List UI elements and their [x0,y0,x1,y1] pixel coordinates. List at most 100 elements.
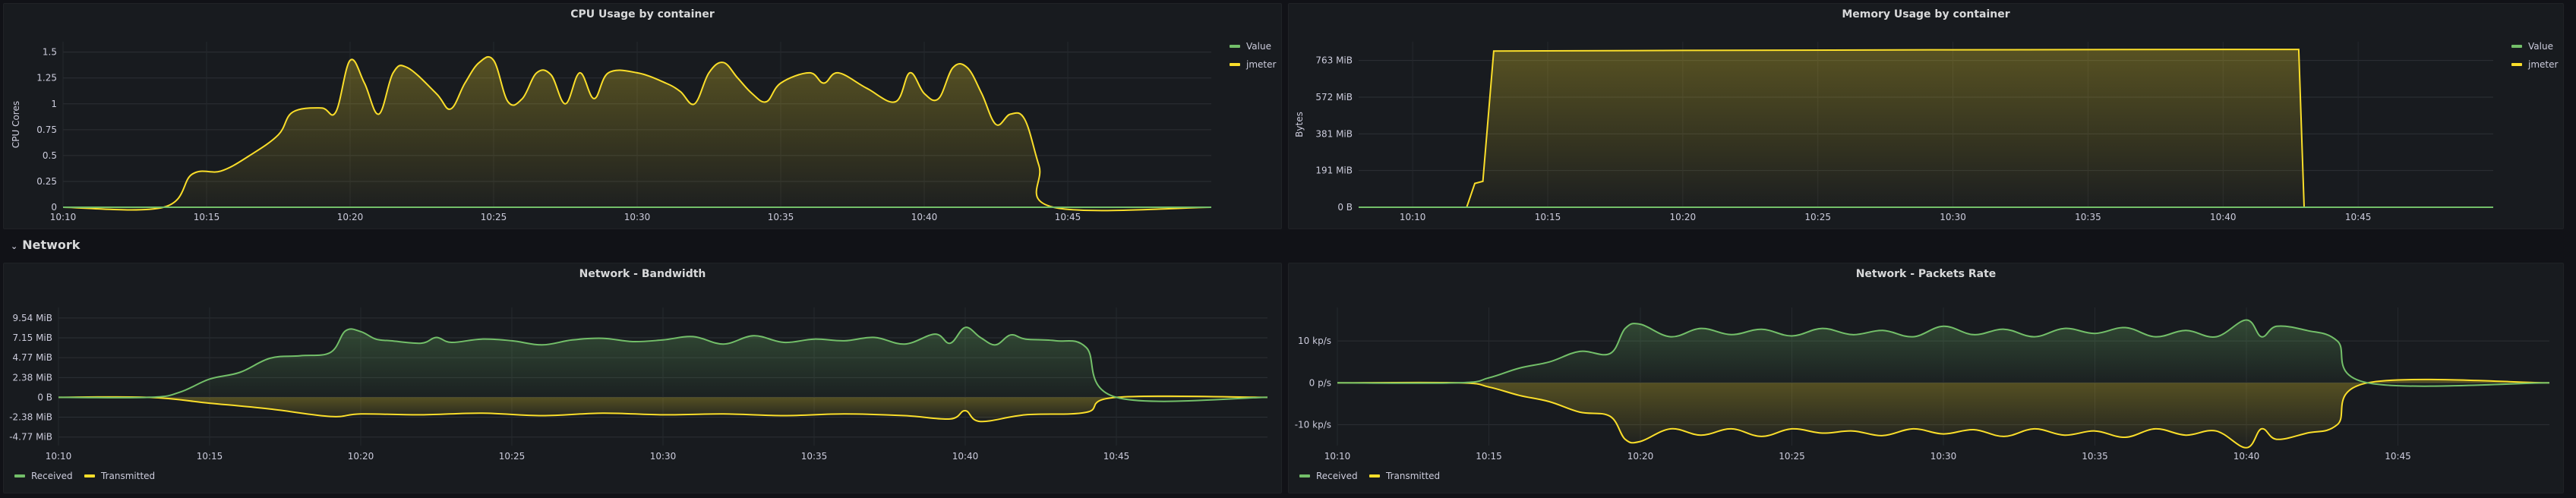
legend-swatch [1230,63,1240,66]
x-tick-label: 10:35 [2082,451,2108,462]
y-tick-label: -10 kp/s [1295,419,1331,430]
y-tick-label: 0.5 [43,150,57,161]
y-tick-label: 191 MiB [1315,165,1353,176]
x-tick-label: 10:40 [2210,212,2237,222]
legend-label: Value [2528,41,2553,52]
network-packets-panel[interactable]: Network - Packets Rate -10 kp/s 0 p/s 10 k… [1288,263,2564,493]
series-area-jmeter [63,56,1211,211]
x-tick-label: 10:15 [1476,451,1502,462]
legend-item-value[interactable]: Value [1230,41,1271,52]
legend-item-transmitted[interactable]: Transmitted [84,471,155,481]
legend-item-value[interactable]: Value [2511,41,2553,52]
x-tick-label: 10:20 [348,451,374,462]
network-bandwidth-chart[interactable]: -4.77 MiB -2.38 MiB 0 B 2.38 MiB 4.77 MiB 7.1… [4,263,1283,494]
legend-label: jmeter [2527,59,2558,70]
x-tick-label: 10:30 [650,451,677,462]
x-tick-label: 10:30 [1940,212,1966,222]
x-tick-label: 10:15 [1535,212,1561,222]
memory-usage-panel[interactable]: Memory Usage by container 0 B 191 MiB 381 … [1288,3,2564,229]
series-line-transmitted[interactable] [58,395,1268,423]
y-tick-label: -2.38 MiB [9,412,52,423]
row-header-network[interactable]: ⌄ Network [11,235,80,255]
y-tick-label: 1.25 [36,73,57,84]
legend-label: Received [1316,471,1358,481]
x-tick-label: 10:20 [337,212,364,222]
legend-swatch [1230,45,1240,48]
cpu-usage-panel[interactable]: CPU Usage by container 0 0.25 0.5 0.75 1 1.25… [3,3,1282,229]
panel-title[interactable]: Memory Usage by container [1842,8,2010,20]
panel-title[interactable]: Network - Packets Rate [1855,268,1997,280]
y-tick-label: 381 MiB [1315,128,1353,139]
legend-swatch [84,474,95,478]
legend-item-transmitted[interactable]: Transmitted [1369,471,1440,481]
x-tick-label: 10:20 [1670,212,1697,222]
network-bandwidth-panel[interactable]: Network - Bandwidth -4.77 MiB -2.38 MiB 0 … [3,263,1282,493]
x-tick-label: 10:40 [911,212,938,222]
chevron-down-icon: ⌄ [11,241,18,251]
series-area-transmitted [58,396,1267,422]
y-tick-label: 1 [51,99,57,109]
series-line-transmitted[interactable] [1337,378,2550,449]
panel-title[interactable]: CPU Usage by container [570,8,715,20]
legend-label: Transmitted [1385,471,1440,481]
y-tick-label: 4.77 MiB [13,352,52,363]
x-tick-label: 10:20 [1627,451,1654,462]
x-tick-label: 10:10 [50,212,77,222]
row-title: Network [22,238,80,252]
x-tick-label: 10:35 [2075,212,2101,222]
legend-swatch [1299,474,1310,478]
legend-swatch [14,474,25,478]
x-tick-label: 10:25 [499,451,526,462]
y-axis-label: CPU Cores [11,101,21,148]
y-tick-label: 0.75 [36,124,57,135]
y-tick-label: 10 kp/s [1298,336,1331,346]
series-line-jmeter[interactable] [1359,49,2493,208]
series-line-jmeter[interactable] [62,55,1212,212]
legend-item-jmeter[interactable]: jmeter [2511,59,2558,70]
y-tick-label: 0 p/s [1309,377,1331,388]
x-tick-label: 10:15 [194,212,220,222]
x-tick-label: 10:15 [197,451,223,462]
x-tick-label: 10:10 [46,451,72,462]
legend-item-jmeter[interactable]: jmeter [1230,59,1276,70]
legend-label: jmeter [1245,59,1276,70]
x-tick-label: 10:25 [1804,212,1831,222]
series-area-received [1337,320,2549,386]
legend-label: Received [31,471,73,481]
series-area-jmeter [1359,49,2493,207]
panel-title[interactable]: Network - Bandwidth [579,268,706,280]
y-tick-label: 0 B [1337,202,1353,213]
y-tick-label: 0 B [37,392,52,402]
cpu-usage-chart[interactable]: 0 0.25 0.5 0.75 1 1.25 1.5 10:10 10:15 10:20 10:25… [4,4,1283,230]
series-line-received[interactable] [58,326,1268,402]
x-tick-label: 10:45 [1103,451,1130,462]
x-tick-label: 10:45 [2345,212,2372,222]
x-tick-label: 10:40 [2233,451,2260,462]
series-area-transmitted [1337,379,2549,448]
y-tick-label: 9.54 MiB [13,313,52,323]
y-tick-label: 0.25 [36,176,57,187]
network-packets-chart[interactable]: -10 kp/s 0 p/s 10 kp/s 10:10 10:15 10:20 10:25… [1289,263,2565,494]
y-tick-label: 0 [51,202,57,213]
legend-swatch [1369,474,1380,478]
legend-item-received[interactable]: Received [14,471,73,481]
legend-label: Value [1246,41,1271,52]
x-tick-label: 10:25 [481,212,507,222]
x-tick-label: 10:40 [952,451,979,462]
x-tick-label: 10:35 [801,451,828,462]
memory-usage-chart[interactable]: 0 B 191 MiB 381 MiB 572 MiB 763 MiB 10:10 10:1… [1289,4,2565,230]
x-tick-label: 10:25 [1779,451,1805,462]
legend-item-received[interactable]: Received [1299,471,1358,481]
x-tick-label: 10:35 [768,212,794,222]
y-tick-label: 7.15 MiB [13,333,52,343]
legend-swatch [2511,63,2522,66]
series-area-received [58,327,1267,402]
x-tick-label: 10:30 [624,212,651,222]
x-tick-label: 10:45 [1055,212,1081,222]
y-tick-label: -4.77 MiB [9,432,52,443]
x-tick-label: 10:45 [2385,451,2411,462]
y-axis-label: Bytes [1294,112,1305,137]
x-tick-label: 10:30 [1930,451,1957,462]
y-tick-label: 763 MiB [1315,55,1353,66]
series-line-received[interactable] [1337,319,2550,387]
